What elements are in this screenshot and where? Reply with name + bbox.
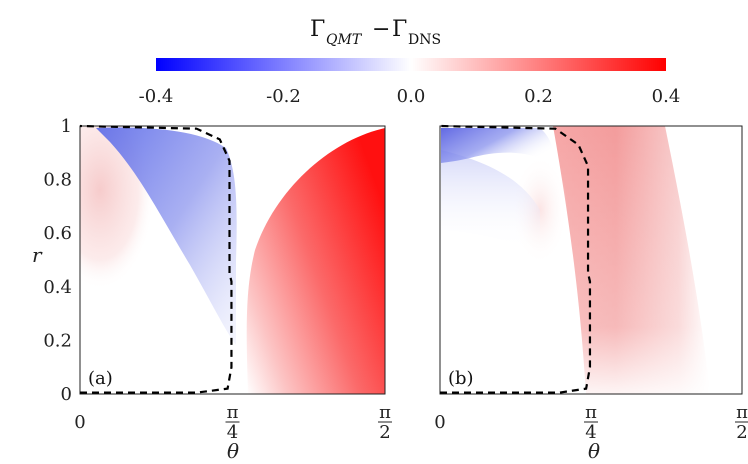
y-tick-label: 1 [61,116,72,137]
colorbar-title-sub-2: DNS [408,32,441,48]
panel-a-x-axis-title: θ [227,439,239,463]
panel-a-y-ticks: 0 0.2 0.4 0.6 0.8 1 [43,116,72,405]
colorbar-tick-label: -0.4 [139,86,174,107]
panel-b-negative-fade [441,150,540,250]
colorbar-title-minus: − [372,17,390,42]
y-tick-label: 0.8 [43,170,72,191]
panel-a-dashed-boundary [79,124,233,394]
x-tick-label: 0 [74,412,85,433]
panel-b-negative-region [441,128,554,165]
colorbar-title-gamma-1: Γ [310,17,325,42]
colorbar-tick-label: 0.0 [397,86,426,107]
panel-a-positive-region [246,128,385,394]
colorbar-tick-label: -0.2 [266,86,301,107]
x-tick-label-numerator: π [736,402,748,423]
x-tick-label-denominator: 4 [227,422,238,443]
y-tick-label: 0.4 [43,277,72,298]
x-tick-label-numerator: π [585,402,597,423]
colorbar: Γ QMT − Γ DNS -0.4 -0.2 0.0 0.2 0.4 [139,17,681,107]
x-tick-label-numerator: π [379,402,391,423]
x-tick-label-denominator: 2 [379,422,390,443]
panel-b-dashed-boundary [439,124,592,394]
colorbar-tick-label: 0.2 [524,86,553,107]
panel-b-label: (b) [448,368,474,389]
colorbar-gradient [156,58,666,71]
x-tick-label-numerator: π [227,402,239,423]
x-tick-label-denominator: 2 [736,422,747,443]
y-tick-label: 0.2 [43,330,72,351]
colorbar-title-sub-1: QMT [326,32,363,48]
colorbar-tick-label: 0.4 [652,86,681,107]
x-tick-label-denominator: 4 [585,422,596,443]
panel-b-x-axis-title: θ [588,439,600,463]
panel-b-frame [439,125,743,395]
panel-a-y-axis-title: r [32,243,43,267]
panel-a-negative-region [96,127,237,346]
y-tick-label: 0.6 [43,223,72,244]
colorbar-ticks: -0.4 -0.2 0.0 0.2 0.4 [139,86,681,107]
colorbar-title-gamma-2: Γ [392,17,407,42]
y-tick-label: 0 [61,384,72,405]
x-tick-label: 0 [434,412,445,433]
panel-a-frame [79,125,386,395]
panel-a-label: (a) [88,368,113,389]
